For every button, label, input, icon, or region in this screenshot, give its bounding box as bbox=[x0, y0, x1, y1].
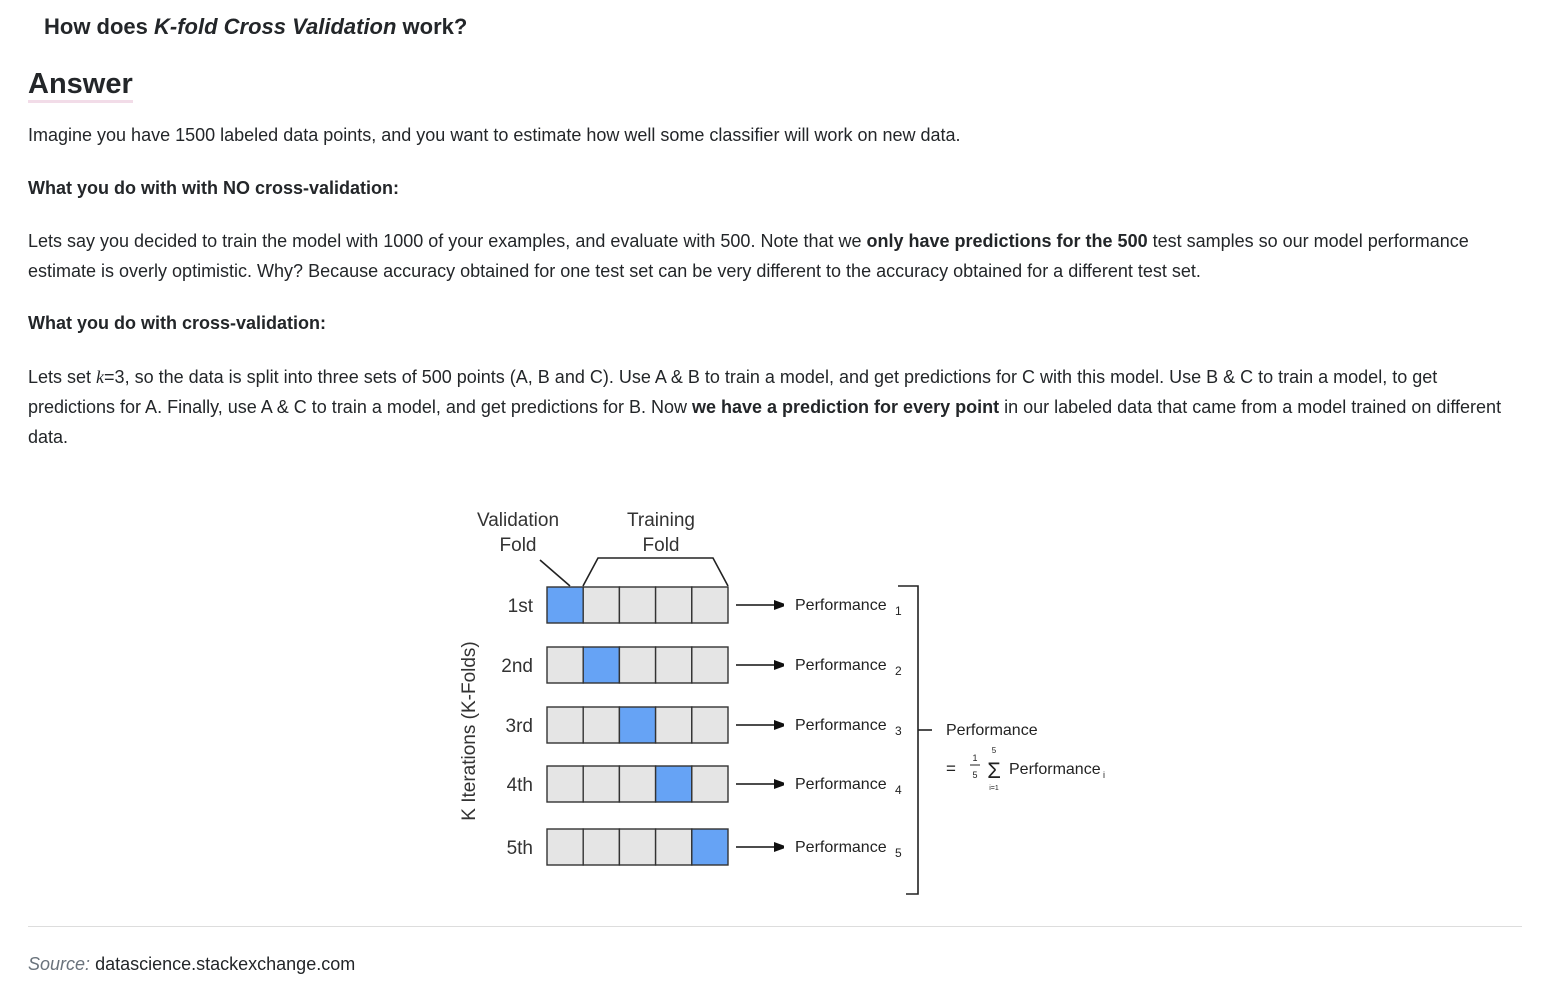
question-prefix: How does bbox=[44, 14, 155, 39]
cv-paragraph: Lets set k=3, so the data is split into … bbox=[28, 362, 1523, 452]
training-fold-cell bbox=[546, 706, 584, 744]
training-fold-cell bbox=[691, 646, 729, 684]
summary-performance-title: Performance bbox=[946, 722, 1038, 739]
cv-heading: What you do with cross-validation: bbox=[28, 313, 327, 333]
validation-fold-cell bbox=[546, 586, 584, 624]
formula-term: Performance bbox=[1009, 761, 1101, 778]
performance-subscript: 4 bbox=[895, 783, 902, 797]
cv-text-1: Lets set bbox=[28, 367, 97, 387]
iteration-label: 2nd bbox=[501, 656, 533, 677]
performance-subscript: 1 bbox=[895, 604, 902, 618]
validation-fold-cell bbox=[618, 706, 657, 744]
formula-denominator: 5 bbox=[972, 770, 977, 780]
y-axis-label: K Iterations (K-Folds) bbox=[459, 641, 480, 821]
aggregate-bracket bbox=[898, 585, 919, 895]
training-fold-cell bbox=[546, 828, 584, 866]
training-fold-cell bbox=[691, 706, 729, 744]
no-cv-heading: What you do with with NO cross-validatio… bbox=[28, 178, 400, 198]
training-fold-cell bbox=[691, 765, 729, 803]
training-fold-cell bbox=[618, 646, 657, 684]
training-bracket bbox=[582, 557, 729, 587]
intro-paragraph: Imagine you have 1500 labeled data point… bbox=[28, 125, 961, 145]
question-title: How does K-fold Cross Validation work? bbox=[44, 14, 467, 40]
training-fold-cell bbox=[546, 765, 584, 803]
performance-label: Performance bbox=[795, 776, 887, 793]
training-fold-cell bbox=[546, 646, 584, 684]
training-fold-label-2: Fold bbox=[643, 535, 680, 556]
question-suffix: work? bbox=[396, 14, 468, 39]
performance-subscript: 5 bbox=[895, 846, 902, 860]
performance-subscript: 3 bbox=[895, 724, 902, 738]
cv-text-2: =3, so the data is split into three sets… bbox=[28, 367, 1438, 417]
performance-subscript: 2 bbox=[895, 664, 902, 678]
performance-label: Performance bbox=[795, 717, 887, 734]
source-divider bbox=[28, 926, 1522, 927]
training-fold-cell bbox=[582, 765, 621, 803]
validation-fold-label-1: Validation bbox=[477, 510, 559, 531]
training-fold-cell bbox=[582, 706, 621, 744]
training-fold-cell bbox=[618, 765, 657, 803]
formula-equals: = bbox=[946, 759, 956, 778]
formula-numerator: 1 bbox=[972, 753, 977, 763]
training-fold-cell bbox=[654, 586, 693, 624]
question-emphasis: K-fold Cross Validation bbox=[154, 14, 397, 39]
training-fold-label-1: Training bbox=[627, 510, 695, 531]
performance-label: Performance bbox=[795, 597, 887, 614]
performance-label: Performance bbox=[795, 657, 887, 674]
source-link[interactable]: datascience.stackexchange.com bbox=[95, 954, 356, 974]
formula-sigma: Σ bbox=[987, 758, 1001, 783]
training-fold-cell bbox=[618, 828, 657, 866]
source-label: Source: bbox=[28, 954, 91, 974]
cv-bold: we have a prediction for every point bbox=[692, 397, 1000, 417]
cv-text-3: in our labeled data that came from a mod… bbox=[28, 397, 1502, 447]
validation-fold-label-2: Fold bbox=[500, 535, 537, 556]
formula-upper-limit: 5 bbox=[992, 746, 997, 755]
no-cv-text-2: test samples so our model performance es… bbox=[28, 231, 1469, 281]
formula-lower-limit: i=1 bbox=[989, 785, 999, 792]
performance-label: Performance bbox=[795, 839, 887, 856]
no-cv-paragraph: Lets say you decided to train the model … bbox=[28, 226, 1523, 286]
training-fold-cell bbox=[691, 586, 729, 624]
training-fold-cell bbox=[582, 586, 621, 624]
iteration-rows: 1st Performance 1 2nd Performance 2 3rd Perform… bbox=[501, 586, 902, 866]
cv-k-variable: k bbox=[96, 367, 105, 387]
training-fold-cell bbox=[582, 828, 621, 866]
no-cv-bold: only have predictions for the 500 bbox=[866, 231, 1148, 251]
validation-fold-cell bbox=[582, 646, 621, 684]
training-fold-cell bbox=[654, 828, 693, 866]
formula-term-subscript: i bbox=[1103, 770, 1105, 780]
training-fold-cell bbox=[654, 706, 693, 744]
iteration-label: 1st bbox=[508, 596, 534, 617]
training-fold-cell bbox=[654, 646, 693, 684]
validation-pointer-line bbox=[539, 559, 571, 587]
no-cv-text-1: Lets say you decided to train the model … bbox=[28, 231, 867, 251]
validation-fold-cell bbox=[691, 828, 729, 866]
answer-heading: Answer bbox=[28, 68, 133, 103]
iteration-label: 5th bbox=[507, 838, 533, 859]
validation-fold-cell bbox=[654, 765, 693, 803]
iteration-label: 3rd bbox=[506, 716, 533, 737]
iteration-label: 4th bbox=[507, 775, 533, 796]
source-line: Source: datascience.stackexchange.com bbox=[28, 954, 355, 975]
training-fold-cell bbox=[618, 586, 657, 624]
